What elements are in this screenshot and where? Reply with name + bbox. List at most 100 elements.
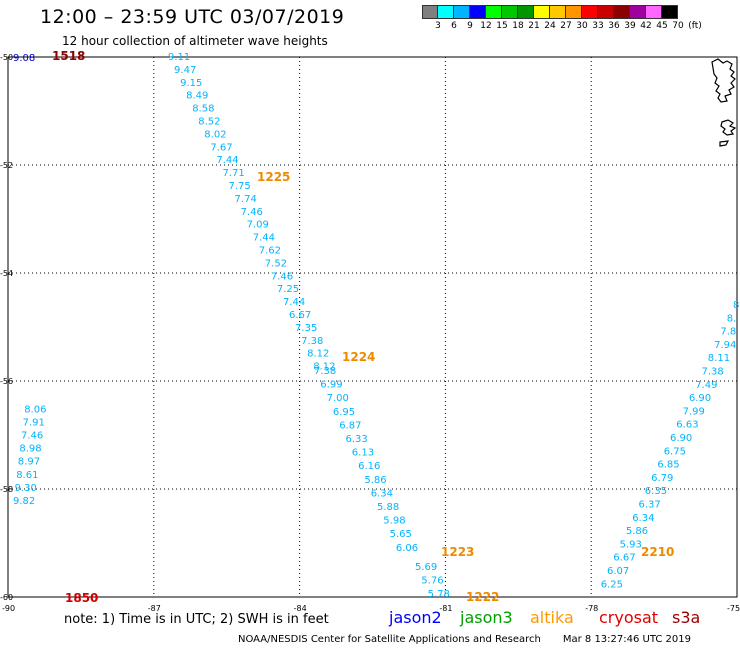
color-swatch xyxy=(454,5,470,19)
wave-height-value: 7.71 xyxy=(222,168,244,179)
wave-height-value: 6.34 xyxy=(632,513,654,524)
coastline-islands xyxy=(719,119,737,147)
wave-height-value: 8.49 xyxy=(186,91,208,102)
pass-time-label: 1224 xyxy=(342,350,375,364)
color-scale-label: 21 xyxy=(528,21,540,31)
wave-height-value: 7.75 xyxy=(229,181,251,192)
latitude-label: -54 xyxy=(0,269,13,278)
wave-height-value: 9.47 xyxy=(174,65,196,76)
wave-height-value: 7.25 xyxy=(277,284,299,295)
wave-height-value: 6.90 xyxy=(689,393,711,404)
wave-height-value: 7.38 xyxy=(314,366,336,377)
wave-height-value: 7.44 xyxy=(216,155,238,166)
color-swatch xyxy=(630,5,646,19)
longitude-label: -87 xyxy=(148,604,161,613)
wave-height-value: 8.12 xyxy=(307,349,329,360)
wave-height-value: 6.75 xyxy=(664,446,686,457)
footer-credit: NOAA/NESDIS Center for Satellite Applica… xyxy=(238,634,541,645)
wave-height-value: 8.61 xyxy=(16,470,38,481)
mission-label-jason3: jason3 xyxy=(460,608,513,627)
wave-height-value: 9.82 xyxy=(13,496,35,507)
mission-label-altika: altika xyxy=(530,608,574,627)
wave-height-value: 7.99 xyxy=(683,406,705,417)
page-title: 12:00 – 23:59 UTC 03/07/2019 xyxy=(40,6,345,28)
wave-height-value: 6.63 xyxy=(676,420,698,431)
longitude-label: -81 xyxy=(439,604,452,613)
wave-height-value: 8.58 xyxy=(192,104,214,115)
latitude-label: -56 xyxy=(0,377,13,386)
color-swatch xyxy=(518,5,534,19)
wave-height-value: 6.87 xyxy=(339,420,361,431)
wave-height-value: 6.34 xyxy=(371,488,393,499)
mission-label-s3a: s3a xyxy=(672,608,701,627)
wave-height-value: 7.62 xyxy=(259,246,281,257)
wave-height-value: 6.13 xyxy=(352,448,374,459)
wave-height-value: 7.67 xyxy=(210,142,232,153)
wave-height-value: 6.67 xyxy=(289,310,311,321)
color-scale-label: 30 xyxy=(576,21,588,31)
longitude-label: -78 xyxy=(585,604,598,613)
wave-height-value: 7.49 xyxy=(695,380,717,391)
wave-height-value: 9.15 xyxy=(180,78,202,89)
wave-height-value: 8.12 xyxy=(313,362,335,373)
wave-height-value: 8.06 xyxy=(24,404,46,415)
wave-height-value: 6.16 xyxy=(358,461,380,472)
color-scale-unit: (ft) xyxy=(688,21,702,31)
wave-height-value: 8.02 xyxy=(204,129,226,140)
color-swatch xyxy=(470,5,486,19)
color-swatch xyxy=(438,5,454,19)
wave-height-value: 5.78 xyxy=(428,589,450,600)
color-swatch xyxy=(550,5,566,19)
wave-height-value: 5.86 xyxy=(364,475,386,486)
track-center-end: 1222 xyxy=(466,590,499,604)
pass-time-label: 1223 xyxy=(441,545,474,559)
wave-height-value: 5.76 xyxy=(421,576,443,587)
color-scale-label: 36 xyxy=(608,21,620,31)
color-scale-label: 39 xyxy=(624,21,636,31)
pass-time-label: 1850 xyxy=(65,591,98,605)
wave-height-value: 6.07 xyxy=(607,566,629,577)
latitude-label: -58 xyxy=(0,485,13,494)
wave-height-value: 7.8 xyxy=(720,327,736,338)
wave-height-value: 8.98 xyxy=(19,444,41,455)
color-scale-label: 6 xyxy=(451,21,457,31)
wave-height-value: 5.88 xyxy=(377,502,399,513)
wave-height-value: 7.44 xyxy=(253,233,275,244)
wave-height-value: 8.97 xyxy=(18,457,40,468)
track-east: 8. 8. 7.8 7.94 8.11 7.38 7.49 6.90 7.99 6.63 6.90 6… xyxy=(601,300,740,590)
color-swatch xyxy=(486,5,502,19)
wave-height-value: 7.46 xyxy=(241,207,263,218)
pass-time-label: 2210 xyxy=(641,545,674,559)
legend-note: note: 1) Time is in UTC; 2) SWH is in fe… xyxy=(64,612,329,627)
wave-height-value: 6.85 xyxy=(657,460,679,471)
map-frame xyxy=(7,56,738,598)
coastline-north xyxy=(711,58,736,103)
wave-height-value: 7.91 xyxy=(23,417,45,428)
color-scale-label: 27 xyxy=(560,21,572,31)
pass-time-label: 1222 xyxy=(466,590,499,604)
longitude-label: -84 xyxy=(294,604,307,613)
wave-height-value: 7.35 xyxy=(295,323,317,334)
wave-height-value: 5.69 xyxy=(415,562,437,573)
mission-label-jason2: jason2 xyxy=(389,608,442,627)
wave-height-value: 8. xyxy=(727,313,737,324)
wave-height-value: 8.11 xyxy=(708,353,730,364)
wave-height-value: 7.94 xyxy=(714,340,736,351)
color-scale-label: 15 xyxy=(496,21,508,31)
color-swatch xyxy=(662,5,678,19)
color-scale-label: 12 xyxy=(480,21,492,31)
wave-height-value: 5.98 xyxy=(383,516,405,527)
wave-height-value: 8. xyxy=(733,300,740,311)
color-swatch xyxy=(502,5,518,19)
wave-height-value: 9.11 xyxy=(168,52,190,63)
mission-label-cryosat: cryosat xyxy=(599,608,659,627)
wave-height-value: 5.65 xyxy=(390,529,412,540)
track-center-bottom: 5.69 5.76 5.78 1223 xyxy=(415,545,474,600)
wave-height-value: 7.38 xyxy=(301,336,323,347)
wave-height-value: 6.06 xyxy=(396,543,418,554)
wave-height-value: 9.08 xyxy=(13,53,35,64)
latitude-label: -50 xyxy=(0,53,13,62)
wave-height-value: 6.99 xyxy=(320,380,342,391)
color-swatch xyxy=(646,5,662,19)
